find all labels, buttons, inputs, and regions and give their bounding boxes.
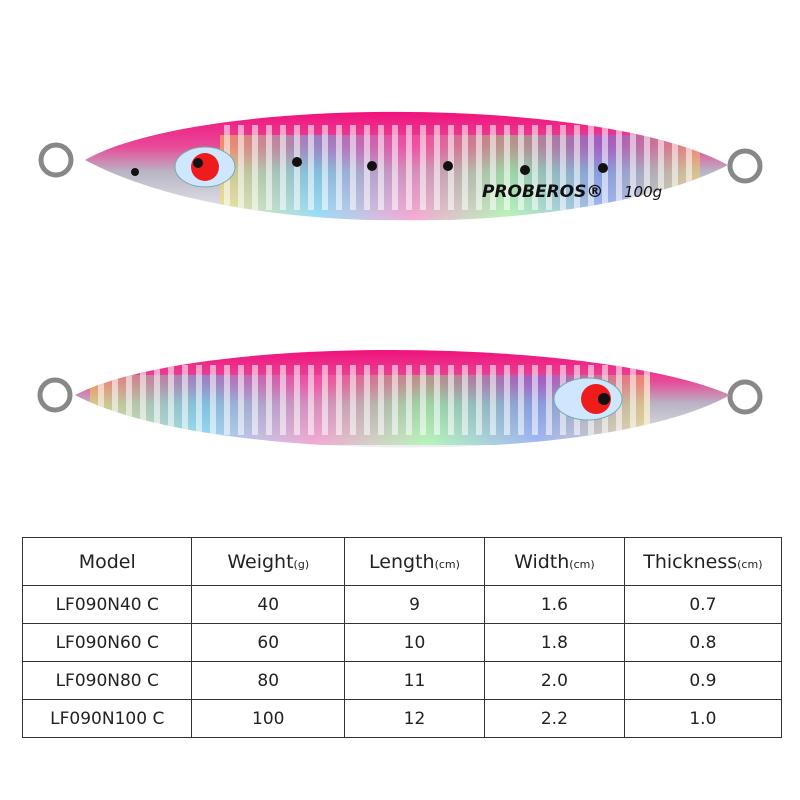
table-row: LF090N60 C 60 10 1.8 0.8 — [21, 623, 783, 662]
header-cell: Length(cm) — [344, 537, 485, 586]
table-cell: 40 — [191, 585, 345, 624]
table-cell: 1.0 — [623, 699, 783, 738]
spec-table: Model Weight(g) Length(cm) Width(cm) Thickne… — [21, 537, 783, 738]
table-cell: 1.8 — [483, 623, 625, 662]
table-cell: 100 — [191, 699, 345, 738]
table-row: LF090N40 C 40 9 1.6 0.7 — [21, 585, 783, 624]
table-cell: 1.6 — [483, 585, 625, 624]
header-cell: Model — [21, 537, 193, 586]
table-cell: 11 — [344, 661, 485, 700]
header-unit: (cm) — [737, 557, 763, 571]
lure-top: PROBEROS® 100g — [38, 111, 763, 221]
table-cell: LF090N100 C — [21, 699, 193, 738]
table-cell: LF090N40 C — [21, 585, 193, 624]
table-cell: 9 — [344, 585, 485, 624]
table-cell: 0.7 — [623, 585, 783, 624]
table-cell: 0.8 — [623, 623, 783, 662]
split-ring — [37, 377, 73, 413]
header-unit: (cm) — [569, 557, 595, 571]
table-row: LF090N100 C 100 12 2.2 1.0 — [21, 699, 783, 738]
header-unit: (cm) — [434, 557, 460, 571]
split-ring — [727, 148, 763, 184]
header-cell: Thickness(cm) — [623, 537, 783, 586]
header-name: Length — [369, 550, 435, 573]
table-cell: 12 — [344, 699, 485, 738]
header-name: Weight — [227, 550, 294, 573]
lure-bottom — [37, 349, 763, 448]
table-cell: 80 — [191, 661, 345, 700]
lure-images: PROBEROS® 100g — [37, 111, 763, 448]
header-name: Model — [78, 550, 136, 573]
table-cell: 0.9 — [623, 661, 783, 700]
table-row: LF090N80 C 80 11 2.0 0.9 — [21, 661, 783, 700]
header-name: Thickness — [643, 550, 738, 573]
table-cell: 10 — [344, 623, 485, 662]
lure-brand: PROBEROS® — [482, 182, 603, 202]
table-cell: LF090N80 C — [21, 661, 193, 700]
lure-weight: 100g — [624, 183, 662, 201]
header-name: Width — [514, 550, 570, 573]
header-unit: (g) — [293, 557, 310, 571]
table-cell: LF090N60 C — [21, 623, 193, 662]
split-ring — [38, 142, 74, 178]
split-ring — [727, 379, 763, 415]
header-cell: Weight(g) — [191, 537, 345, 586]
table-cell: 2.2 — [483, 699, 625, 738]
table-cell: 60 — [191, 623, 345, 662]
header-cell: Width(cm) — [483, 537, 625, 586]
table-cell: 2.0 — [483, 661, 625, 700]
